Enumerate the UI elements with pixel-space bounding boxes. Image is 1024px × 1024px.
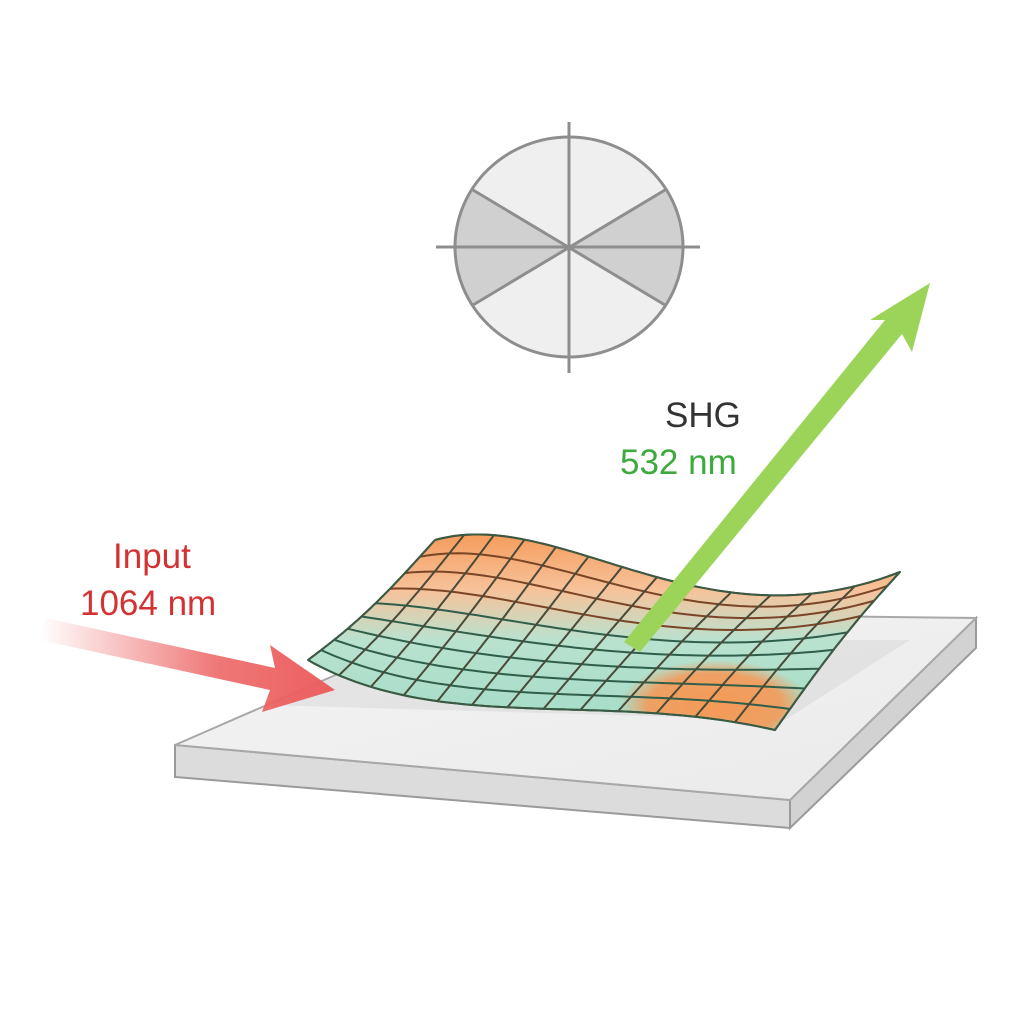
mesh-row-line (390, 587, 862, 631)
mesh-row-line (404, 570, 875, 620)
mesh-column-line (338, 534, 465, 677)
input-beam-arrow-icon (40, 618, 335, 712)
mesh-column-line (617, 591, 732, 712)
input-label: Input (113, 537, 191, 576)
mesh-column-line (542, 576, 658, 710)
mesh-row-line (347, 627, 820, 671)
mesh-column-line (734, 585, 856, 723)
mesh-column-line (370, 534, 495, 688)
mesh-column-line (694, 592, 813, 718)
shg-beam-arrow-icon (624, 283, 930, 652)
mesh-row-line (361, 615, 834, 657)
mesh-column-line (402, 539, 526, 696)
mesh-column-line (471, 556, 590, 706)
input-wavelength-label: 1064 nm (80, 584, 216, 623)
mesh-row-line (375, 602, 848, 644)
shg-label: SHG (665, 396, 741, 435)
mesh-row-line (320, 649, 791, 710)
mesh-row-line (419, 552, 888, 608)
mesh-column-line (436, 546, 557, 702)
mesh-row-line (333, 638, 805, 690)
surface-outline (307, 533, 901, 731)
mesh-column-line (506, 566, 623, 708)
polar-pattern-icon (436, 122, 700, 373)
mesh-column-line (655, 594, 772, 715)
shg-wavelength-label: 532 nm (620, 443, 737, 482)
